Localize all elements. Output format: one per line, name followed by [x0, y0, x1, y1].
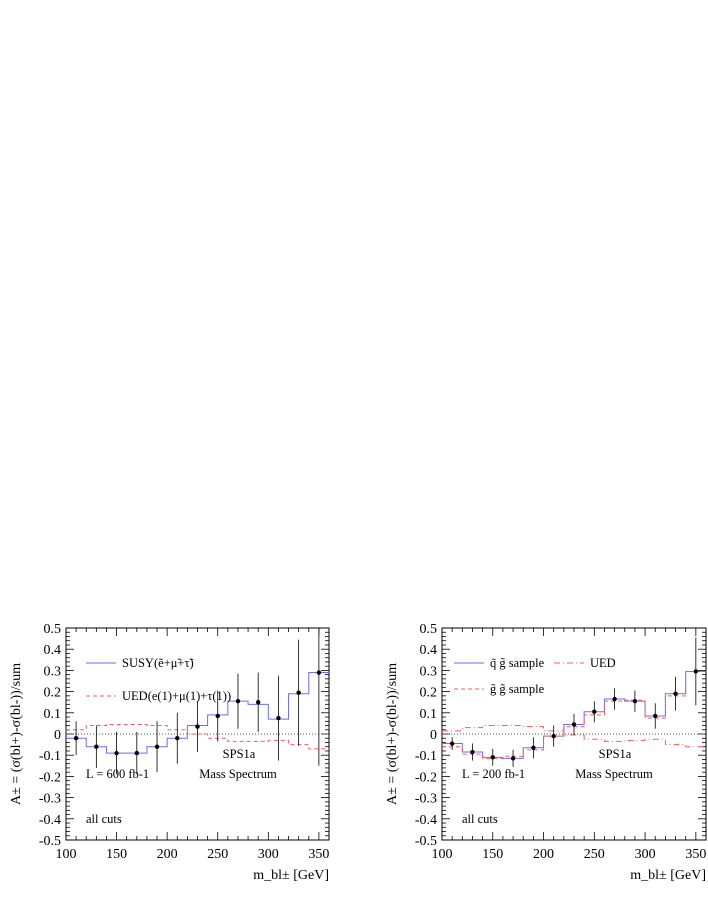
legend-label: q̃ g̃ sample	[490, 656, 545, 670]
y-tick-label: -0.5	[415, 834, 437, 849]
x-tick-label: 350	[685, 847, 706, 862]
y-tick-label: 0.3	[420, 664, 438, 679]
legend-label: g̃ g̃ sample	[490, 682, 545, 696]
annotation-label: L = 200 fb-1	[462, 767, 525, 781]
annotation-label: Mass Spectrum	[575, 767, 653, 781]
y-tick-label: -0.1	[39, 749, 61, 764]
data-point	[551, 733, 556, 739]
data-point	[134, 750, 140, 756]
data-point	[255, 700, 261, 705]
data-point	[154, 744, 160, 749]
x-axis-title: m_bl± [GeV]	[630, 868, 706, 883]
x-tick-label: 300	[258, 847, 279, 862]
annotation-label: all cuts	[86, 812, 122, 826]
data-point	[592, 709, 597, 714]
data-point	[571, 722, 577, 727]
y-tick-label: 0.5	[420, 622, 438, 637]
annotation-label: L = 600 fb-1	[86, 767, 149, 781]
data-point	[296, 690, 301, 695]
x-tick-label: 100	[56, 847, 77, 862]
y-tick-label: -0.3	[415, 792, 437, 807]
x-tick-label: 250	[584, 847, 605, 862]
data-point	[653, 713, 658, 719]
series-line-2	[442, 725, 706, 748]
data-point	[215, 713, 220, 719]
data-point	[175, 736, 180, 741]
data-point	[94, 744, 99, 749]
legend-label: SUSY(ẽ+μ̃+τ̃)	[122, 656, 194, 670]
x-tick-label: 300	[635, 847, 656, 862]
data-point	[195, 724, 200, 729]
x-tick-label: 200	[533, 847, 554, 862]
y-tick-label: 0.4	[420, 643, 438, 658]
y-tick-label: 0.2	[44, 686, 62, 701]
y-tick-label: -0.3	[39, 792, 61, 807]
series-line-1	[66, 723, 329, 750]
y-tick-label: 0.1	[44, 707, 62, 722]
data-point	[510, 756, 516, 761]
y-tick-label: -0.2	[415, 770, 437, 785]
y-tick-label: 0	[430, 728, 437, 743]
annotation-label: SPS1a	[599, 747, 632, 761]
x-tick-label: 150	[106, 847, 127, 862]
x-tick-label: 350	[308, 847, 329, 862]
legend-label: UED(e(1)+μ(1)+τ(1))	[122, 689, 231, 703]
data-point	[531, 745, 536, 750]
data-point	[316, 670, 322, 675]
x-tick-label: 200	[157, 847, 178, 862]
data-point	[470, 749, 475, 755]
data-point	[73, 736, 79, 741]
legend-label: UED	[590, 656, 616, 670]
data-point	[612, 696, 617, 702]
y-tick-label: -0.5	[39, 834, 61, 849]
y-axis-title: A± = (σ(bl+)-σ(bl-))/sum	[385, 663, 400, 805]
annotation-label: Mass Spectrum	[199, 767, 277, 781]
data-point	[114, 750, 119, 756]
y-tick-label: 0	[54, 728, 61, 743]
series-line-0	[66, 672, 329, 754]
y-tick-label: -0.2	[39, 770, 61, 785]
x-tick-label: 250	[207, 847, 228, 862]
x-axis-title: m_bl± [GeV]	[253, 868, 329, 883]
data-point	[673, 691, 678, 696]
data-point	[632, 698, 638, 704]
y-tick-label: 0.4	[44, 643, 62, 658]
data-point	[276, 715, 281, 721]
y-tick-label: 0.2	[420, 686, 438, 701]
annotation-label: SPS1a	[223, 747, 256, 761]
y-tick-label: 0.1	[420, 707, 438, 722]
data-point	[235, 698, 241, 704]
data-point	[490, 755, 495, 760]
data-point	[449, 741, 455, 746]
data-point	[693, 669, 699, 674]
y-tick-label: -0.1	[415, 749, 437, 764]
y-axis-title: A± = (σ(bl+)-σ(bl-))/sum	[9, 663, 24, 805]
y-tick-label: 0.3	[44, 664, 62, 679]
annotation-label: all cuts	[462, 812, 498, 826]
y-tick-label: 0.5	[44, 622, 62, 637]
x-tick-label: 100	[432, 847, 453, 862]
x-tick-label: 150	[482, 847, 503, 862]
y-tick-label: -0.4	[39, 813, 61, 828]
y-tick-label: -0.4	[415, 813, 437, 828]
